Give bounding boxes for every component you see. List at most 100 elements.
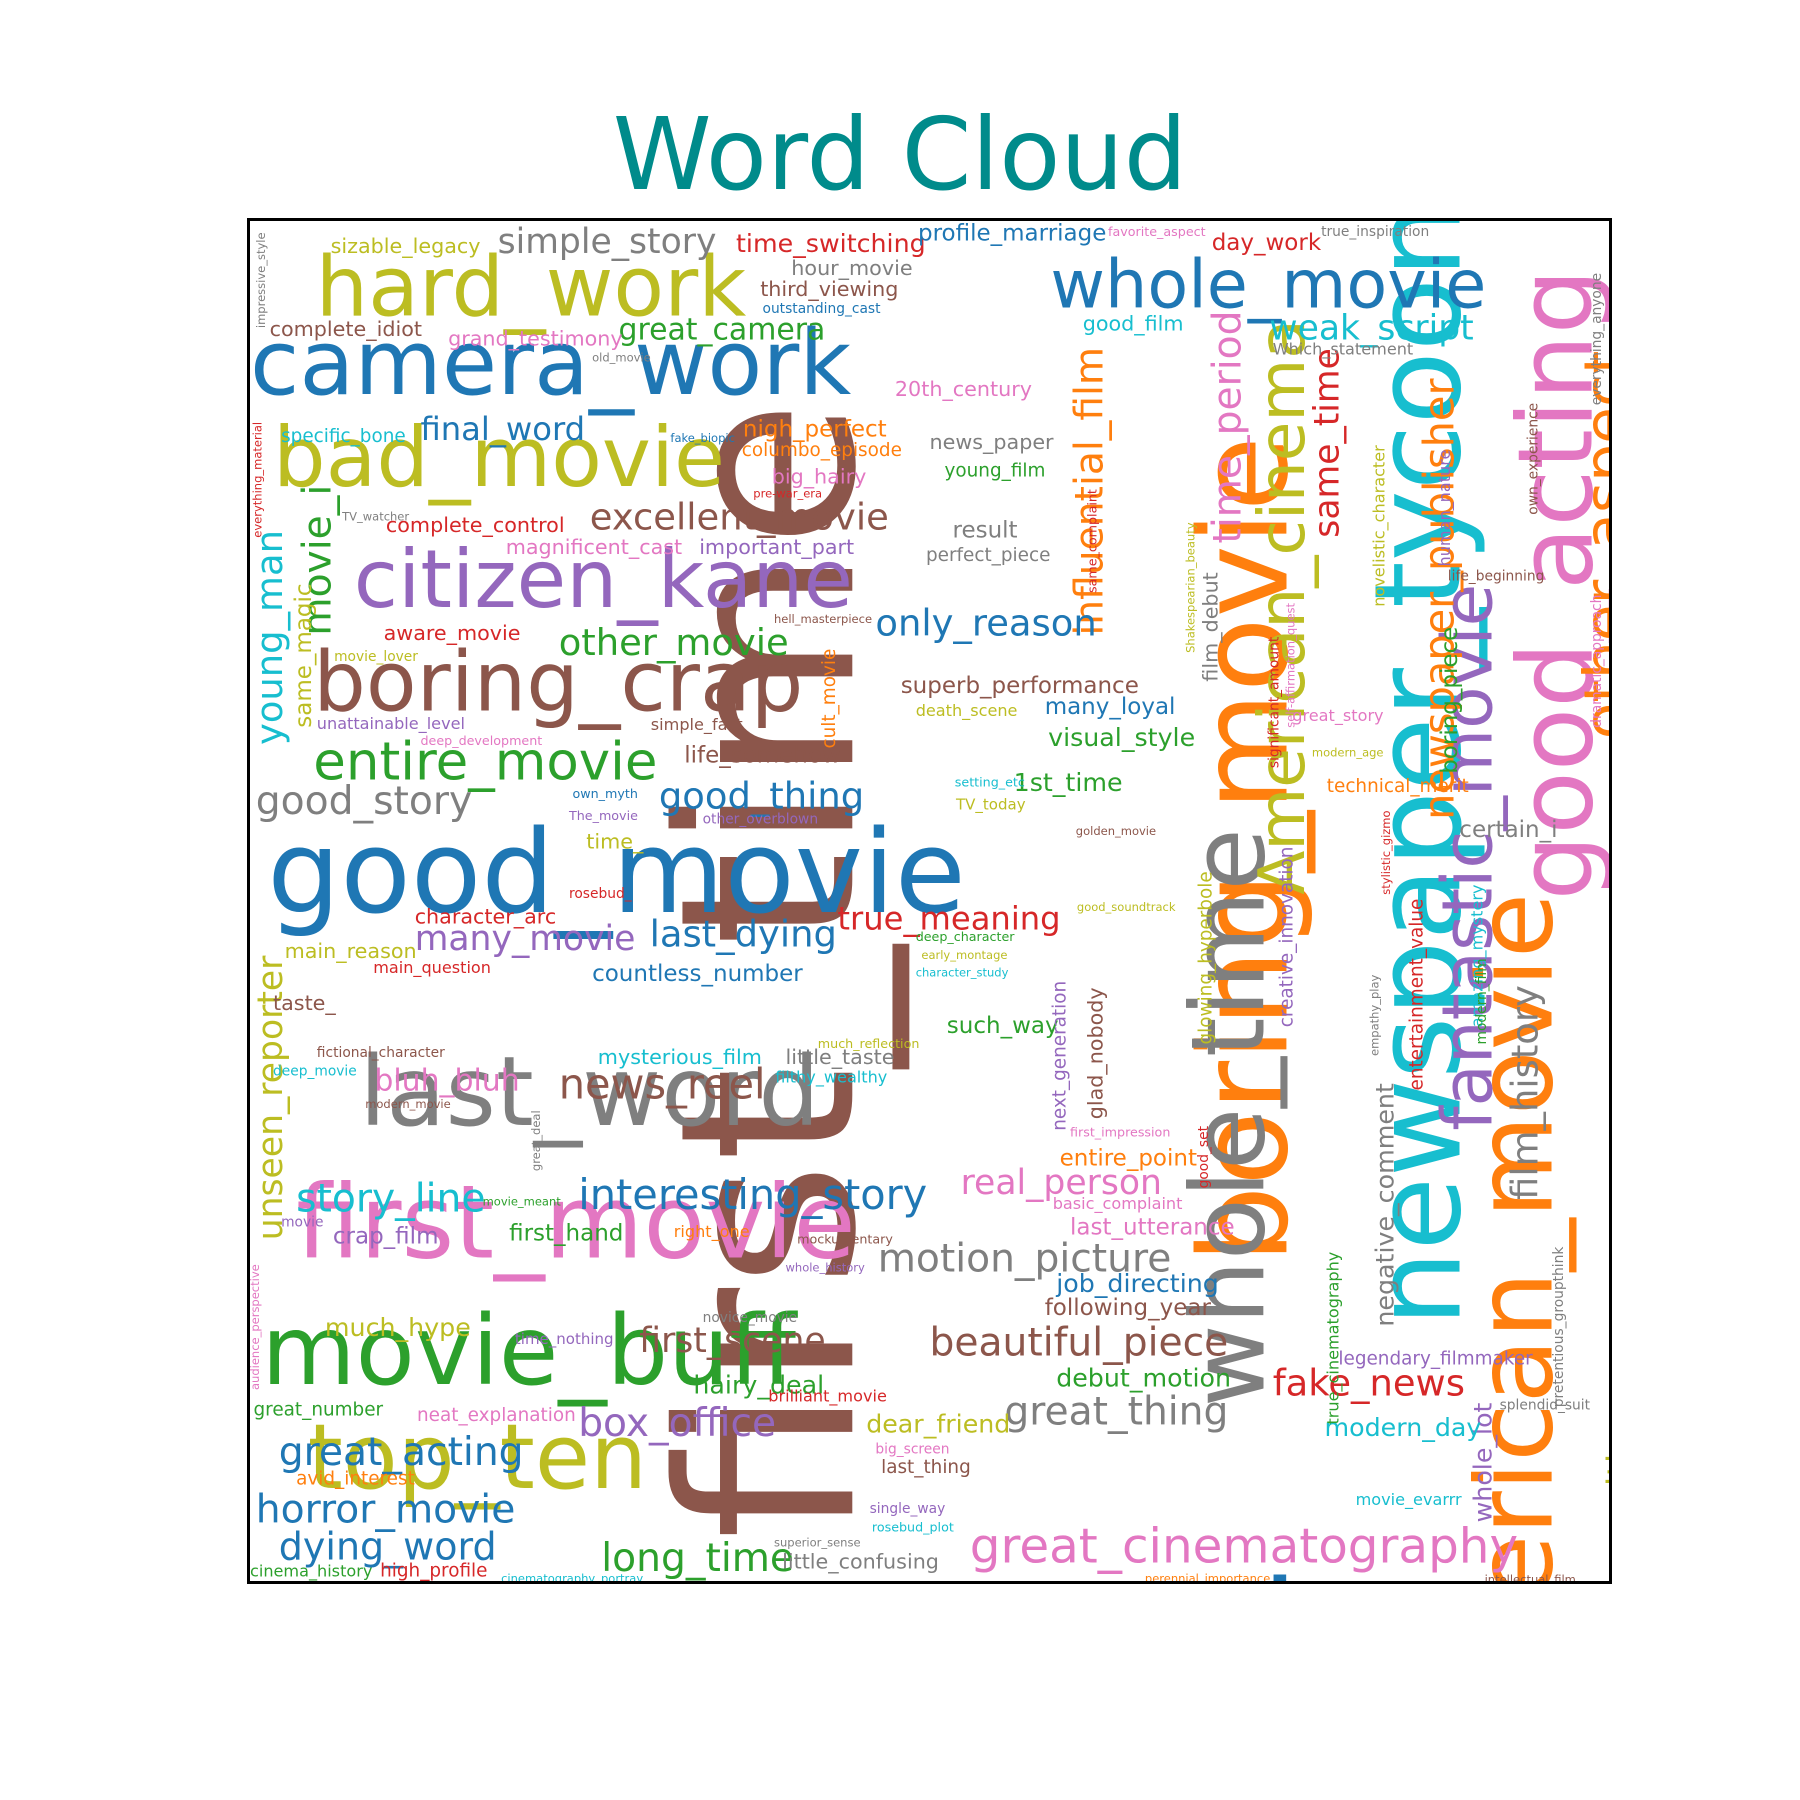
word-audience-perspective: audience_perspective [250,1264,262,1390]
word-real-person: real_person [961,1163,1162,1203]
word-first-scene: first_scene [639,1321,825,1361]
word-interesting-story: interesting_story [578,1170,927,1219]
word-deep-development: deep_development [421,733,543,748]
word-motion-picture: motion_picture [878,1236,1172,1281]
word-hell-masterpiece: hell_masterpiece [774,612,872,626]
word-cloud: first_timegreat_movieboring_movienewspap… [250,221,1609,1581]
word-certain-i: certain_i [1459,817,1557,843]
word-specific-bone: specific_bone [281,426,406,447]
word-news-reel: news_reel [559,1060,766,1109]
word-top-ten: top_ten [308,1406,647,1510]
word-life-beginning: life_beginning [1448,568,1545,584]
word-boring-piece: boring_piece [1437,627,1463,774]
word-character-arc: character_arc [415,905,557,930]
word-complete-control: complete_control [386,513,565,538]
word-important-part: important_part [699,535,854,560]
word-right-one: right_one [674,1222,750,1242]
word-neat-explanation: neat_explanation [417,1405,576,1426]
word-fake-biopic: fake_biopic [670,431,735,445]
word-great-cinematography: great_cinematography [970,1519,1518,1575]
word-sizable-legacy: sizable_legacy [331,234,481,259]
word-crap-film: crap_film [333,1224,439,1250]
word-film-history: film_history [1504,985,1547,1200]
word-true-cinematography: true_cinematography [1323,1251,1343,1424]
word-debut-motion: debut_motion [1056,1364,1231,1393]
word-wealthy-newspaper: wealthy_newspaper [1601,1213,1609,1557]
word-time-switching: time_switching [736,229,926,258]
word-main-reason: main_reason [285,939,417,964]
word-true-inspiration: true_inspiration [1321,224,1429,240]
word-great-number: great_number [254,1399,384,1420]
word-only-reason: only_reason [875,602,1096,645]
word-job-directing: job_directing [1055,1269,1219,1298]
word-other-aspect: other_aspect [1571,351,1609,740]
word-final-word: final_word [421,410,586,448]
word-outstanding-cast: outstanding_cast [763,301,882,317]
word-mockumentary: mockumentary [797,1232,893,1247]
word-great-deal: great_deal [529,1110,543,1171]
word-rosebud-: rosebud_ [569,886,633,902]
word-deep-movie: deep_movie [273,1064,357,1080]
word-everything-anyone: everything_anyone [1589,273,1605,405]
word-good-acting: good_acting [1497,269,1609,901]
word-last-dying: last_dying [650,913,837,956]
word-movie: movie [281,1214,323,1230]
word-countless-number: countless_number [592,961,803,987]
word-many-loyal: many_loyal [1045,694,1176,720]
word-taste-: taste_ [273,991,336,1016]
word-magnificent-cast: magnificent_cast [506,535,682,560]
word-cult-movie: cult_movie [819,649,840,749]
word-good-thing: good_thing [659,774,864,817]
word-human-nature: human_nature [1435,449,1455,566]
word-entertainment-value: entertainment_value [1406,899,1427,1091]
word-creative-innovation: creative_innovation [1276,847,1297,1028]
word-other-movie: other_movie [559,621,789,664]
word-modern-day: modern_day [1325,1413,1482,1442]
word-high-profile: high_profile [380,1561,487,1582]
word-simple-fact: simple_fact [651,715,743,735]
word-american-cinema: American_cinema [1245,319,1320,895]
word-much-reflection: much_reflection [818,1036,920,1051]
word-avid-interest: avid_interest [296,1468,415,1489]
word-result: result [953,518,1018,544]
word-same-time: same_time [1307,348,1347,538]
word-golden-movie: golden_movie [1076,824,1156,838]
word-early-montage: early_montage [921,948,1007,962]
word-time-period: time_period [1206,311,1251,544]
word-perennial-importance: perennial_importance [1145,1571,1270,1581]
word-pretentious-groupthink: pretentious_groupthink [1551,1247,1567,1408]
word-film-debut: film_debut [1198,572,1223,682]
word-great-movie: great_movie [513,1552,1386,1581]
word-death-scene: death_scene [916,701,1018,721]
word-unattainable-level: unattainable_level [317,714,465,734]
word-aware-movie: aware_movie [384,621,521,646]
word-novice-movie: novice_movie [703,1310,798,1326]
word-camera-work: camera_work [250,312,851,416]
word-20th-century: 20th_century [895,377,1032,402]
word-hairy-deal: hairy_deal [693,1370,824,1399]
word-newspaper-tycoon: newspaper_tycoon [1349,221,1488,1327]
word-great-story: great_story [1292,706,1384,726]
word-dramatic-approach: dramatic_approach [1589,595,1605,728]
word-great-acting: great_acting [279,1430,524,1475]
word-beautiful-piece: beautiful_piece [930,1320,1229,1365]
word-time-nothing: time_nothing [515,1330,614,1349]
word-horror-movie: horror_movie [256,1487,516,1532]
word-last-thing: last_thing [881,1457,971,1478]
word-movie-evarrr: movie_evarrr [1356,1490,1462,1510]
word-fake-news: fake_news [1273,1362,1465,1405]
word-hour-movie: hour_movie [791,256,912,281]
word-first-time: first_time [628,400,910,1540]
word-profile-marriage: profile_marriage [918,221,1106,247]
word-main-question: main_question [373,958,491,978]
word-splendid-suit: splendid_suit [1500,1398,1591,1414]
word-cloud-frame: first_timegreat_movieboring_movienewspap… [247,218,1612,1584]
word-boring-crap: boring_crap [313,634,803,731]
word-columbo-episode: columbo_episode [742,440,902,461]
word-young-film: young_film [945,461,1046,482]
word-dying-word: dying_word [279,1524,497,1568]
word-same-magic: same_magic [291,583,317,727]
word-old-movie: old_movie [592,351,651,365]
word-little-confusing: little_confusing [782,1550,939,1575]
word-newspaper-publisher: newspaper_publisher [1415,378,1464,820]
